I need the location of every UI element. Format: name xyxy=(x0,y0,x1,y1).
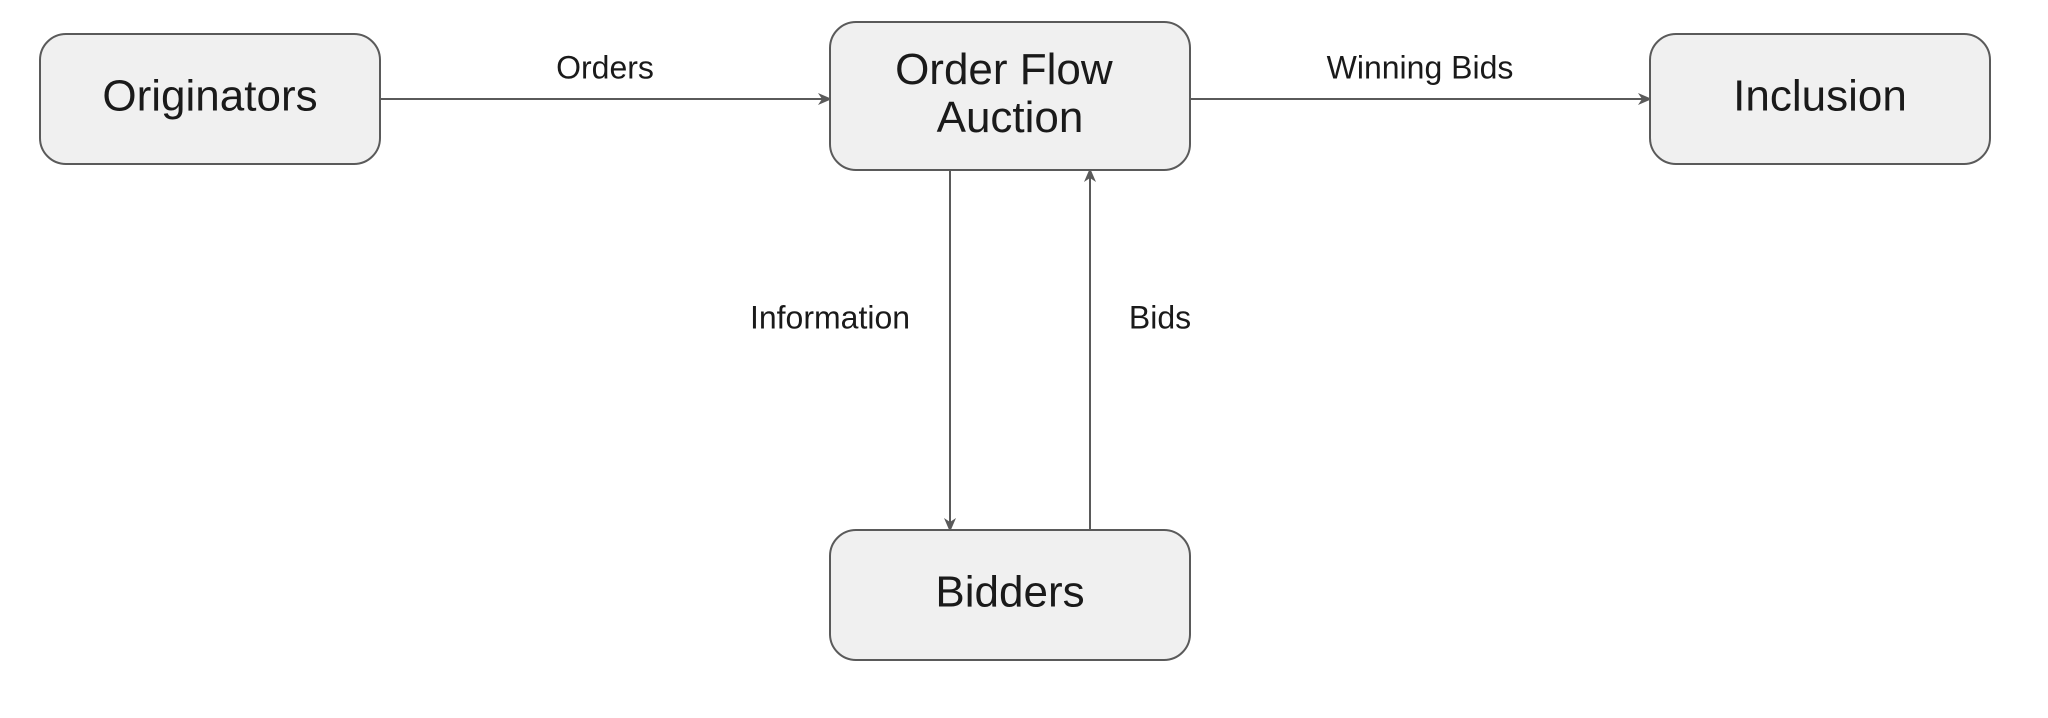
edge-orders: Orders xyxy=(380,49,830,99)
node-bidders: Bidders xyxy=(830,530,1190,660)
edge-bids-label: Bids xyxy=(1129,299,1191,335)
edge-winningbids: Winning Bids xyxy=(1190,49,1650,99)
node-auction: Order Flow Auction xyxy=(830,22,1190,170)
edge-orders-label: Orders xyxy=(556,49,654,85)
edge-winningbids-label: Winning Bids xyxy=(1327,49,1514,85)
node-inclusion-label: Inclusion xyxy=(1733,72,1907,121)
edge-bids: Bids xyxy=(1090,170,1191,530)
node-inclusion: Inclusion xyxy=(1650,34,1990,164)
node-auction-label-line1: Order Flow xyxy=(895,44,1113,93)
node-originators-label: Originators xyxy=(102,72,317,121)
order-flow-diagram: Orders Winning Bids Information Bids Ori… xyxy=(0,0,2048,718)
node-originators: Originators xyxy=(40,34,380,164)
edge-information: Information xyxy=(750,170,950,530)
node-auction-label-line2: Auction xyxy=(937,93,1084,142)
node-bidders-label: Bidders xyxy=(935,568,1084,617)
edge-information-label: Information xyxy=(750,299,910,335)
